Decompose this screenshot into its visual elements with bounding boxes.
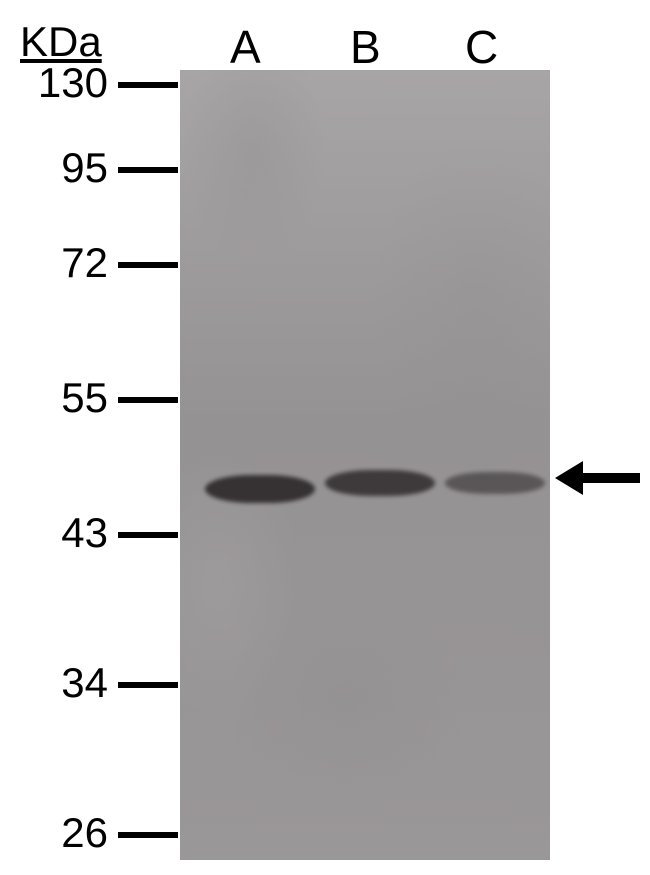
lane-label-C: C [465, 20, 498, 74]
mw-tick-34 [118, 682, 178, 688]
mw-tick-95 [118, 167, 178, 173]
mw-label-95: 95 [61, 144, 108, 192]
arrow-head-icon [555, 461, 583, 495]
lane-label-B: B [350, 20, 381, 74]
blot-membrane [180, 70, 550, 860]
arrow-shaft [581, 473, 640, 483]
lane-label-A: A [230, 20, 261, 74]
band-lane-C [445, 472, 545, 494]
mw-tick-26 [118, 832, 178, 838]
blot-noise [180, 70, 550, 860]
mw-label-55: 55 [61, 374, 108, 422]
blot-figure: KDa 130957255433426 ABC [0, 0, 650, 875]
mw-tick-55 [118, 397, 178, 403]
mw-label-26: 26 [61, 809, 108, 857]
mw-tick-43 [118, 532, 178, 538]
band-lane-A [205, 475, 315, 503]
mw-tick-130 [118, 82, 178, 88]
mw-tick-72 [118, 262, 178, 268]
mw-label-43: 43 [61, 509, 108, 557]
mw-label-34: 34 [61, 659, 108, 707]
mw-label-130: 130 [38, 59, 108, 107]
mw-label-72: 72 [61, 239, 108, 287]
band-lane-B [325, 470, 435, 496]
